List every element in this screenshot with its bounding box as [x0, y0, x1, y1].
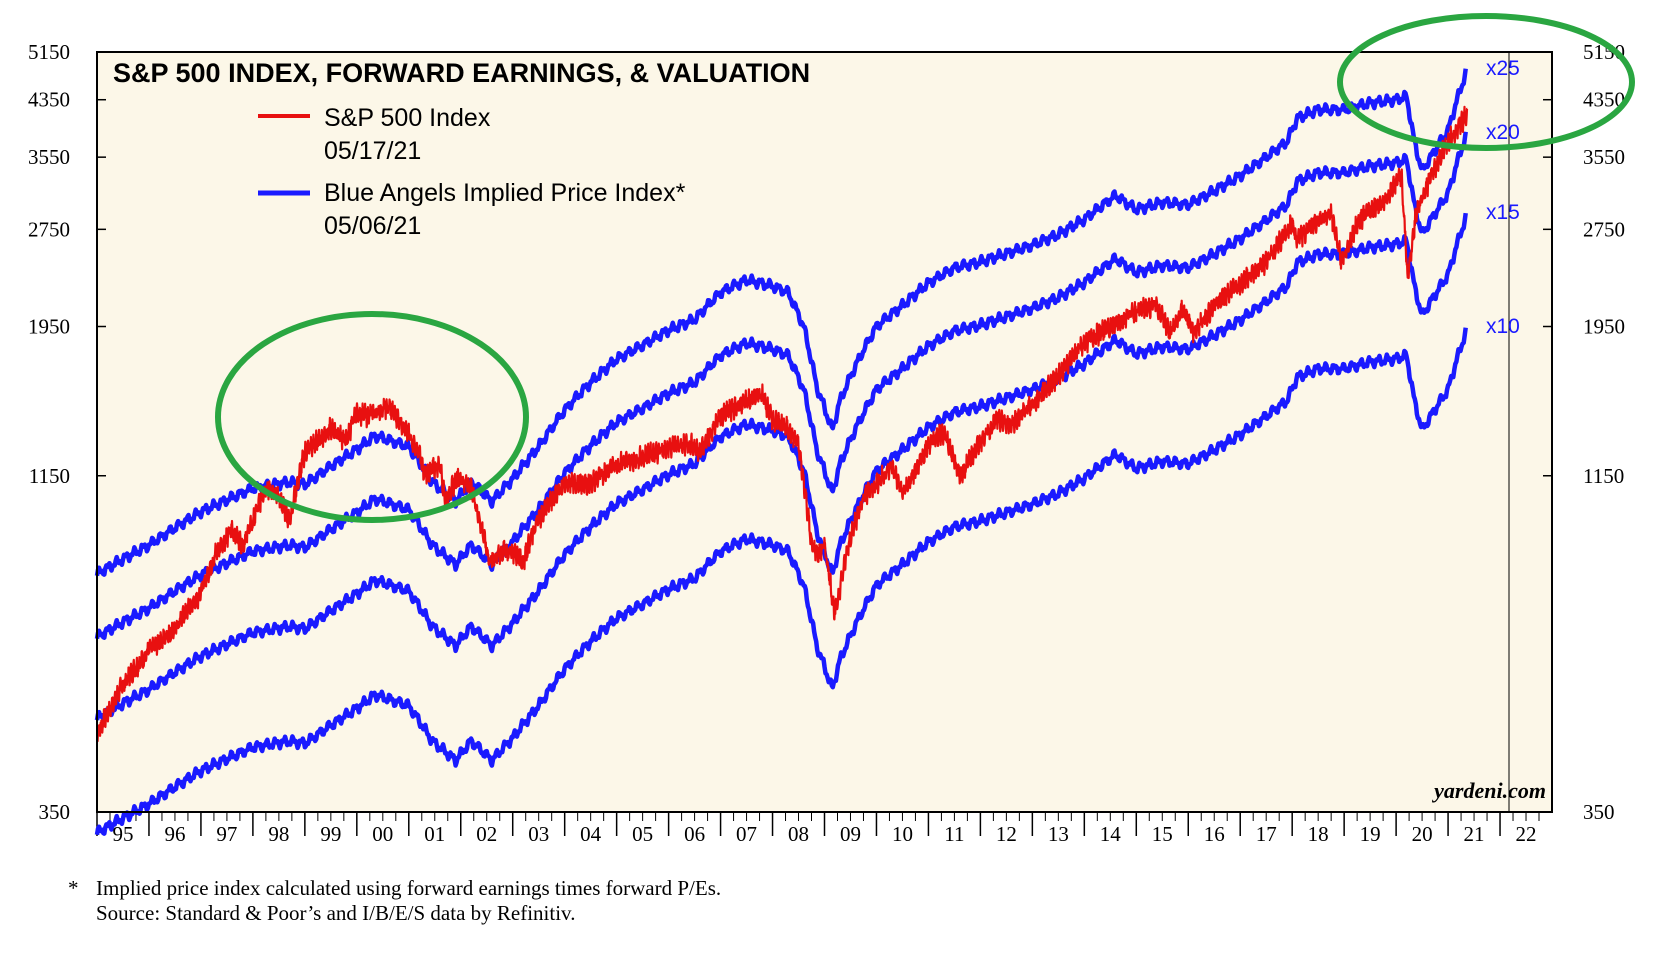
footnote-line-1: Implied price index calculated using for… — [96, 876, 722, 900]
series-label-x25: x25 — [1486, 57, 1520, 80]
implied-line-x20 — [94, 131, 1468, 640]
x-tick-label: 04 — [580, 822, 602, 846]
x-tick-label: 98 — [268, 822, 289, 846]
x-tick-label: 00 — [372, 822, 393, 846]
highlight-circle-2021 — [1337, 13, 1635, 151]
x-tick-label: 21 — [1464, 822, 1485, 846]
series-label-x20: x20 — [1486, 121, 1520, 144]
series-label-x10: x10 — [1486, 315, 1520, 338]
x-tick-label: 22 — [1516, 822, 1537, 846]
x-tick-label: 02 — [476, 822, 497, 846]
y-tick-label-left: 350 — [39, 800, 71, 824]
legend-label-sp500: S&P 500 Index — [324, 104, 491, 132]
y-tick-label-left: 3550 — [28, 145, 70, 169]
x-tick-label: 10 — [892, 822, 913, 846]
x-tick-label: 97 — [216, 822, 237, 846]
plot-frame — [96, 51, 1553, 813]
x-tick-label: 08 — [788, 822, 809, 846]
chart-title: S&P 500 INDEX, FORWARD EARNINGS, & VALUA… — [113, 58, 810, 88]
x-tick-label: 09 — [840, 822, 861, 846]
x-tick-label: 15 — [1152, 822, 1173, 846]
x-tick-label: 20 — [1412, 822, 1433, 846]
legend-date-sp500: 05/17/21 — [324, 137, 421, 165]
highlight-circle-2000 — [215, 311, 529, 523]
x-tick-label: 07 — [736, 822, 757, 846]
y-tick-label-left: 1150 — [29, 464, 70, 488]
y-tick-label-right: 350 — [1583, 800, 1615, 824]
x-tick-label: 05 — [632, 822, 653, 846]
y-tick-label-right: 1150 — [1583, 464, 1624, 488]
x-tick-label: 19 — [1360, 822, 1381, 846]
axis-ticks — [96, 51, 1552, 836]
x-tick-label: 03 — [528, 822, 549, 846]
y-tick-label-left: 1950 — [28, 315, 70, 339]
footnote-line-2: Source: Standard & Poor’s and I/B/E/S da… — [96, 901, 576, 925]
implied-line-x15 — [94, 212, 1468, 722]
x-tick-label: 96 — [164, 822, 185, 846]
x-tick-label: 14 — [1100, 822, 1122, 846]
footnote-marker: * — [68, 876, 79, 900]
legend-date-implied: 05/06/21 — [324, 212, 421, 240]
y-tick-label-left: 2750 — [28, 217, 70, 241]
legend-label-implied: Blue Angels Implied Price Index* — [324, 179, 686, 207]
sp500-line — [95, 105, 1469, 743]
y-tick-label-right: 3550 — [1583, 145, 1625, 169]
x-tick-label: 17 — [1256, 822, 1277, 846]
x-tick-label: 13 — [1048, 822, 1069, 846]
y-tick-label-right: 1950 — [1583, 315, 1625, 339]
x-tick-label: 01 — [424, 822, 445, 846]
y-tick-label-left: 4350 — [28, 88, 70, 112]
y-tick-label-right: 2750 — [1583, 217, 1625, 241]
implied-line-x10 — [94, 327, 1468, 836]
brand-watermark: yardeni.com — [1431, 778, 1546, 803]
y-tick-label-left: 5150 — [28, 40, 70, 64]
series-lines — [94, 68, 1469, 836]
x-tick-label: 18 — [1308, 822, 1329, 846]
x-tick-label: 99 — [320, 822, 341, 846]
implied-line-x25 — [94, 68, 1468, 577]
x-tick-label: 16 — [1204, 822, 1225, 846]
x-tick-label: 95 — [112, 822, 133, 846]
x-tick-label: 12 — [996, 822, 1017, 846]
x-tick-label: 11 — [944, 822, 964, 846]
series-label-x15: x15 — [1486, 201, 1520, 224]
x-tick-label: 06 — [684, 822, 705, 846]
